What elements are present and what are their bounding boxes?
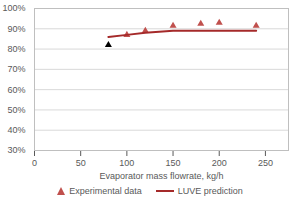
- svg-text:Evaporator mass flowrate, kg/h: Evaporator mass flowrate, kg/h: [99, 171, 223, 181]
- svg-text:100%: 100%: [2, 3, 25, 13]
- svg-text:150: 150: [166, 158, 181, 168]
- svg-text:90%: 90%: [7, 24, 25, 34]
- html-text:Experimental data: Experimental data: [69, 186, 142, 196]
- svg-text:50%: 50%: [7, 105, 25, 115]
- svg-text:70%: 70%: [7, 64, 25, 74]
- svg-text:40%: 40%: [7, 125, 25, 135]
- svg-text:0: 0: [32, 158, 37, 168]
- svg-text:80%: 80%: [7, 44, 25, 54]
- svg-text:30%: 30%: [7, 145, 25, 155]
- svg-text:60%: 60%: [7, 85, 25, 95]
- svg-text:100: 100: [119, 158, 134, 168]
- svg-text:200: 200: [212, 158, 227, 168]
- svg-text:250: 250: [258, 158, 273, 168]
- html-text:LUVE prediction: LUVE prediction: [177, 186, 243, 196]
- svg-text:50: 50: [76, 158, 86, 168]
